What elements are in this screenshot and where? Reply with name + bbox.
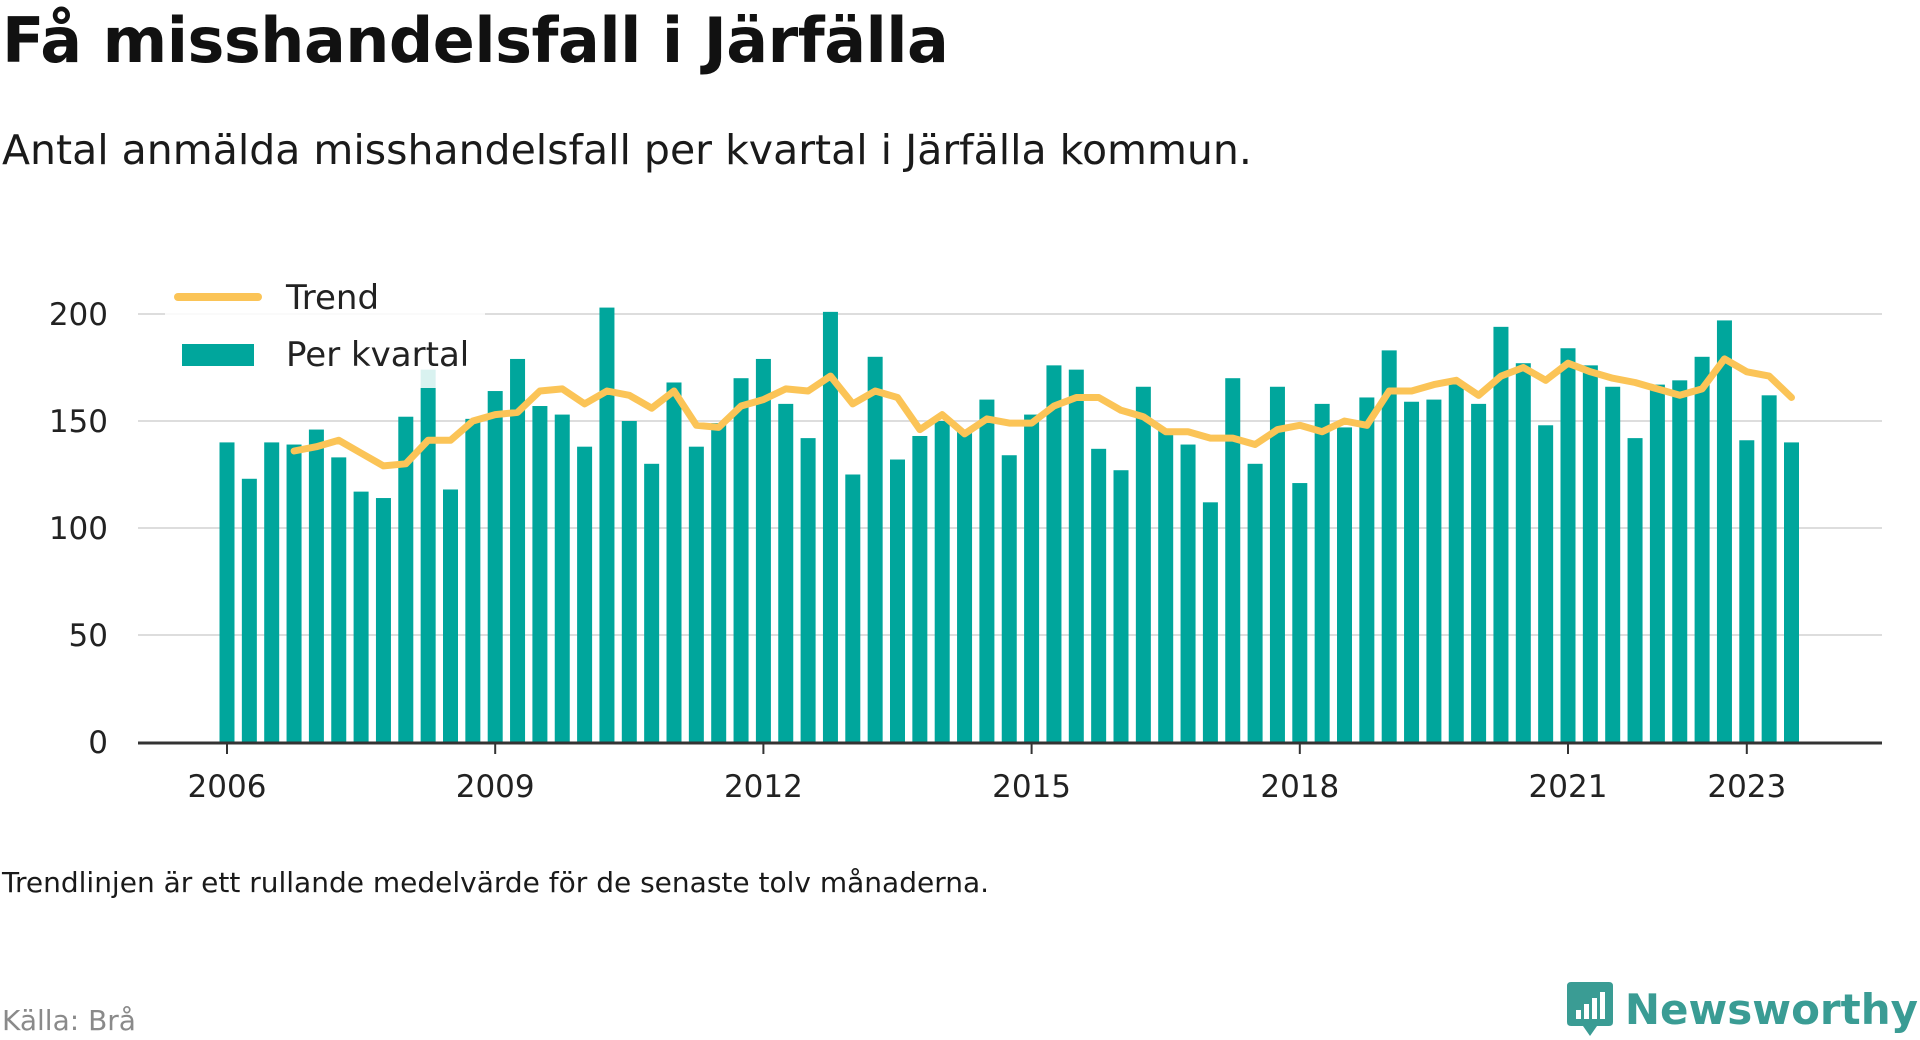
chart: 0 50 100 150 200 2006 2009 2012 2015 2018 2021 202…: [49, 278, 1882, 805]
bar: [264, 442, 280, 742]
bar: [286, 444, 302, 742]
bar: [934, 421, 950, 742]
bar: [241, 478, 257, 742]
bar: [1225, 378, 1241, 742]
y-tick-label: 50: [69, 618, 108, 654]
bar: [1716, 320, 1732, 742]
bar: [420, 369, 436, 742]
bar: [1269, 386, 1285, 742]
trend-line: [290, 355, 1795, 470]
bar: [443, 489, 458, 742]
chart-subtitle: Antal anmälda misshandelsfall per kvarta…: [2, 126, 1252, 174]
bar: [1471, 403, 1487, 742]
bar: [1001, 455, 1017, 742]
bar: [755, 358, 771, 742]
bar: [353, 491, 369, 742]
x-tick-label: 2023: [1707, 769, 1786, 805]
bar: [800, 438, 816, 742]
bar: [219, 442, 235, 742]
bar: [1538, 425, 1554, 742]
bar: [1784, 442, 1799, 742]
bar: [666, 382, 682, 742]
legend-bar-swatch: [182, 344, 254, 366]
bar: [1605, 386, 1621, 742]
bar: [644, 463, 660, 742]
y-tick-label: 150: [49, 404, 108, 440]
legend: Trend Per kvartal: [165, 278, 485, 388]
bar: [1404, 401, 1420, 742]
bar: [1739, 440, 1755, 742]
bar: [1627, 438, 1643, 742]
bar: [1091, 448, 1107, 742]
x-tick-label: 2012: [724, 769, 803, 805]
x-tick-label: 2015: [992, 769, 1071, 805]
bar: [510, 358, 526, 742]
bar: [1493, 326, 1509, 742]
bar: [554, 414, 570, 742]
bar: [1180, 444, 1196, 742]
bar: [711, 423, 727, 742]
bar: [1672, 380, 1688, 742]
bar: [778, 403, 794, 742]
bar: [1113, 470, 1129, 742]
bar: [1649, 384, 1665, 742]
bar: [1314, 403, 1330, 742]
bar: [1582, 365, 1598, 742]
bar: [1046, 365, 1062, 742]
bar: [1694, 356, 1710, 742]
bar: [308, 429, 324, 742]
x-tick-label: 2006: [188, 769, 267, 805]
bar: [890, 459, 905, 742]
bar: [465, 418, 481, 742]
x-tick-label: 2021: [1529, 769, 1608, 805]
x-axis-ticks: 2006 2009 2012 2015 2018 2021 2023: [188, 744, 1786, 805]
bar: [331, 457, 347, 742]
bar: [1337, 427, 1352, 742]
legend-bars-label: Per kvartal: [286, 335, 469, 375]
chart-note: Trendlinjen är ett rullande medelvärde f…: [2, 866, 990, 899]
bar: [1381, 350, 1397, 742]
bar: [1158, 429, 1174, 742]
bar: [1024, 414, 1040, 742]
bar: [487, 391, 503, 742]
bar-series: [219, 307, 1799, 742]
bar: [599, 307, 615, 742]
bar: [867, 356, 883, 742]
bar: [1448, 382, 1464, 742]
bar: [979, 399, 995, 742]
y-axis-labels: 0 50 100 150 200: [49, 297, 108, 761]
newsworthy-logo-icon: [1566, 982, 1613, 1036]
bar: [621, 421, 637, 742]
y-tick-label: 100: [49, 511, 108, 547]
bar: [375, 498, 391, 742]
bar: [1135, 386, 1151, 742]
bar: [1247, 463, 1263, 742]
bar: [822, 311, 838, 742]
source-label: Källa: Brå: [2, 1004, 136, 1037]
bar: [1068, 369, 1084, 742]
x-tick-label: 2009: [456, 769, 535, 805]
x-tick-label: 2018: [1260, 769, 1339, 805]
bar: [1426, 399, 1442, 742]
bar: [1202, 502, 1218, 742]
legend-trend-label: Trend: [285, 278, 379, 318]
bar: [733, 378, 749, 742]
y-tick-label: 0: [88, 725, 108, 761]
bar: [577, 446, 593, 742]
bar: [1515, 363, 1531, 742]
brand-name: Newsworthy: [1624, 984, 1918, 1034]
bar: [1359, 397, 1375, 742]
bar: [1560, 348, 1576, 742]
bar: [532, 406, 548, 742]
bar: [688, 446, 704, 742]
bar: [957, 429, 973, 742]
chart-title: Få misshandelsfall i Järfälla: [2, 4, 949, 77]
bar: [845, 474, 861, 742]
bar: [1292, 483, 1308, 742]
bar: [1761, 395, 1777, 742]
bar: [912, 435, 928, 742]
bar: [398, 416, 414, 742]
brand-logo: Newsworthy: [1565, 980, 1918, 1038]
y-tick-label: 200: [49, 297, 108, 333]
